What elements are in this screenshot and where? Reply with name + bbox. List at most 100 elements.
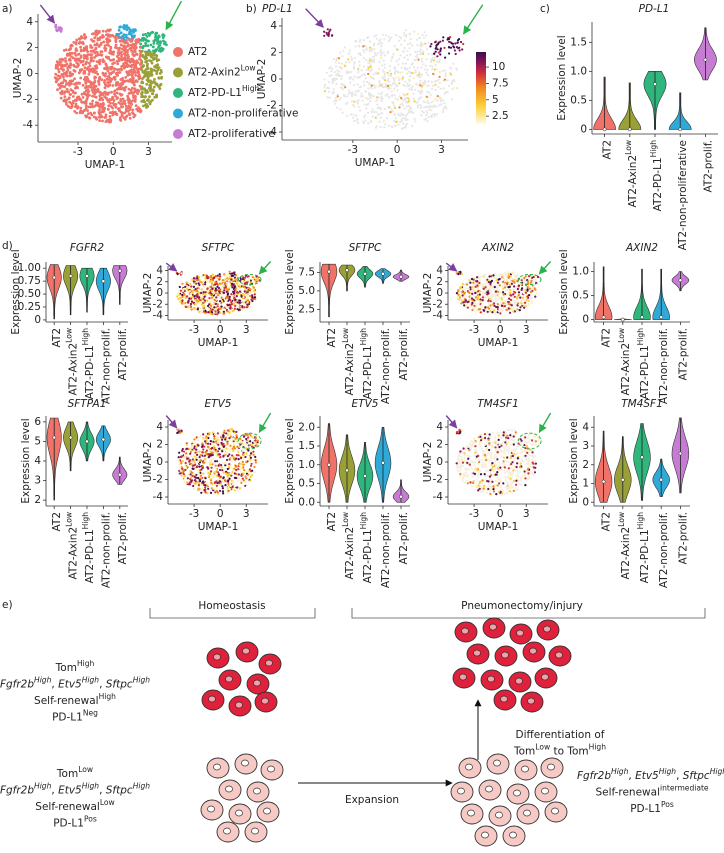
category-label: AT2-prolif. — [702, 140, 714, 193]
cell-point — [204, 310, 206, 312]
cell-point — [216, 475, 218, 477]
cell-point — [162, 33, 165, 36]
cell-point — [120, 51, 123, 54]
legend-swatch — [173, 129, 183, 139]
cell-point — [448, 46, 450, 48]
cell-point — [426, 120, 428, 122]
cell-point — [98, 99, 101, 102]
cell-point — [242, 461, 244, 463]
category-label: AT2 — [326, 328, 338, 347]
cell-point — [402, 99, 404, 101]
cell-point — [231, 454, 233, 456]
cell-point — [328, 30, 330, 32]
cell-point — [238, 309, 240, 311]
cell-point — [180, 290, 182, 292]
cell-point — [89, 44, 92, 47]
cell-point — [405, 97, 407, 99]
y-tick-label: 0 — [270, 73, 277, 85]
cell-point — [257, 440, 259, 442]
cell-point — [79, 111, 82, 114]
cell-point — [216, 460, 218, 462]
cell-point — [510, 294, 512, 296]
cell-point — [408, 47, 410, 49]
cell-point — [181, 450, 183, 452]
cell-point — [219, 296, 221, 298]
cell-point — [386, 93, 388, 95]
cell-point — [250, 299, 252, 301]
cell-point — [232, 488, 234, 490]
cell-point — [179, 469, 181, 471]
cell-point — [509, 292, 511, 294]
cell-point — [389, 65, 391, 67]
cell-point — [93, 32, 96, 35]
cell-point — [403, 35, 405, 37]
cell-point — [203, 298, 205, 300]
cell-point — [143, 76, 146, 79]
cell-point — [408, 79, 410, 81]
cell-point — [61, 58, 64, 61]
text-segment: AT2-proliferative — [188, 128, 275, 140]
cell-point — [451, 81, 453, 83]
cell-point — [384, 73, 386, 75]
cell-point — [190, 285, 192, 287]
cell-point — [421, 89, 423, 91]
cell-point — [397, 113, 399, 115]
cell-point — [426, 85, 428, 87]
y-axis-label: Expression level — [558, 249, 570, 334]
cell-point — [511, 283, 513, 285]
cell-point — [221, 446, 223, 448]
cell-point — [405, 124, 407, 126]
cell-point — [106, 34, 109, 37]
cell-point — [193, 438, 195, 440]
category-label: AT2 — [51, 512, 63, 531]
cell-point — [235, 460, 237, 462]
legend-swatch — [173, 68, 183, 78]
cell-point — [341, 75, 343, 77]
cell-point — [84, 62, 87, 65]
cell-point — [102, 72, 105, 75]
cell-point — [207, 446, 209, 448]
cell-point — [384, 79, 386, 81]
cell-point — [406, 85, 408, 87]
cell-point — [479, 308, 481, 310]
y-axis-label: Expression level — [556, 35, 568, 120]
cell-point — [367, 67, 369, 69]
cell-point — [99, 94, 102, 97]
cell-point — [158, 84, 161, 87]
category-label: AT2-PD-L1High — [649, 140, 664, 212]
cell-point — [255, 459, 257, 461]
cell-point — [424, 68, 426, 70]
cell-point — [348, 71, 350, 73]
cell-point — [409, 106, 411, 108]
cell-point — [389, 87, 391, 89]
cell-point — [68, 49, 71, 52]
cell-point — [353, 84, 355, 86]
cell-point — [129, 47, 132, 50]
cell-point — [357, 71, 359, 73]
violin-median — [679, 128, 682, 131]
cell-point — [239, 286, 241, 288]
cell-point — [457, 273, 459, 275]
cell-point — [79, 77, 82, 80]
cell-point — [213, 306, 215, 308]
cell-point — [221, 469, 223, 471]
cell-point — [236, 486, 238, 488]
cell-point — [383, 60, 385, 62]
cell-point — [233, 286, 235, 288]
cell-point — [377, 107, 379, 109]
text-segment: AT2-PD-L1 — [188, 87, 242, 99]
cell-point — [251, 296, 253, 298]
cell-point — [465, 299, 467, 301]
cell-point — [122, 98, 125, 101]
cell-point — [227, 286, 229, 288]
cell-point — [63, 85, 66, 88]
text-segment: AT2-PD-L1 — [652, 157, 664, 211]
cell-point — [519, 306, 521, 308]
cell-point — [146, 35, 149, 38]
cell-point — [213, 277, 215, 279]
cell-point — [185, 466, 187, 468]
cell-point — [242, 466, 244, 468]
text-segment: AT2-prolif. — [677, 328, 689, 381]
cell-point — [77, 53, 80, 56]
cell-point — [245, 440, 247, 442]
